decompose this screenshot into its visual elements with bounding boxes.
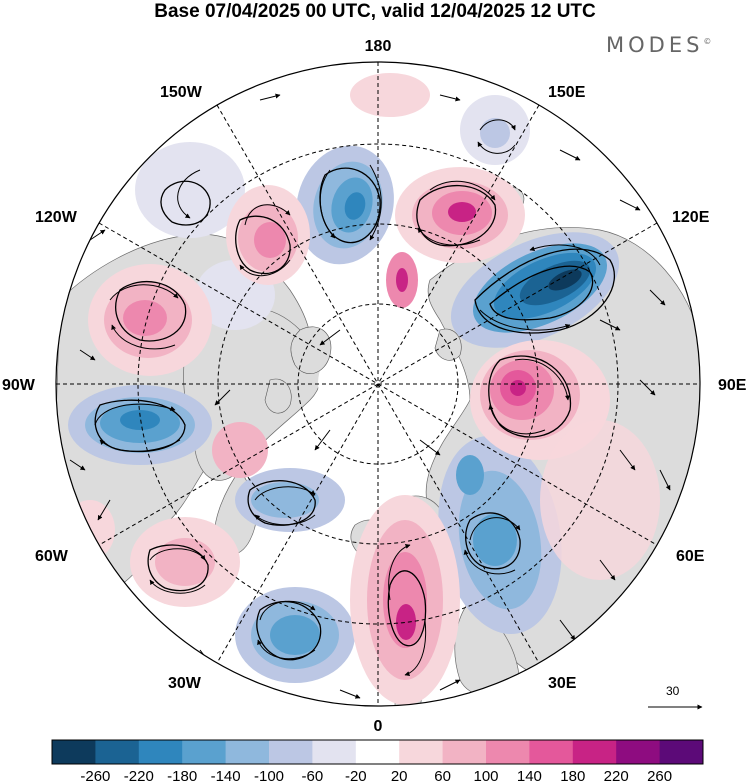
colorbar-tick-label: -140 bbox=[211, 768, 241, 783]
logo-mark: © bbox=[703, 37, 712, 46]
lon-label-120w: 120W bbox=[35, 209, 78, 226]
colorbar-tick-label: -180 bbox=[167, 768, 197, 783]
colorbar-swatch bbox=[225, 740, 270, 764]
positive-anomaly-atlantic-west-core bbox=[155, 538, 215, 586]
colorbar-tick-label: 220 bbox=[604, 768, 629, 783]
colorbar-swatch bbox=[442, 740, 487, 764]
lon-label-120e: 120E bbox=[672, 209, 710, 226]
colorbar-tick-label: 260 bbox=[647, 768, 672, 783]
colorbar-tick-label: 180 bbox=[560, 768, 585, 783]
colorbar-swatch bbox=[529, 740, 574, 764]
colorbar-labels: -260 -220 -180 -140 -100 -60 -20 20 60 100 140 180 2… bbox=[80, 768, 672, 783]
negative-anomaly-greenland bbox=[235, 468, 345, 532]
colorbar-tick-label: 20 bbox=[391, 768, 408, 783]
positive-anomaly-pacific-west bbox=[88, 264, 212, 376]
colorbar bbox=[52, 740, 704, 764]
positive-anomaly-far-west bbox=[65, 500, 115, 560]
colorbar-tick-label: 100 bbox=[473, 768, 498, 783]
lon-label-60e: 60E bbox=[676, 548, 705, 565]
colorbar-swatch bbox=[182, 740, 227, 764]
lon-label-30w: 30W bbox=[168, 675, 202, 692]
colorbar-tick-label: 140 bbox=[517, 768, 542, 783]
colorbar-tick-label: -20 bbox=[345, 768, 367, 783]
positive-anomaly-east bbox=[540, 420, 660, 580]
lon-label-180: 180 bbox=[365, 38, 392, 55]
colorbar-swatch bbox=[399, 740, 444, 764]
positive-anomaly-north-atlantic bbox=[350, 495, 460, 705]
colorbar-swatch bbox=[659, 740, 704, 764]
lon-label-0: 0 bbox=[374, 718, 383, 735]
negative-anomaly-canada bbox=[68, 385, 212, 465]
colorbar-swatch bbox=[572, 740, 617, 764]
logo-text: MODES bbox=[606, 33, 704, 57]
negative-anomaly-bering-core bbox=[480, 118, 510, 148]
negative-anomaly-gulf-alaska bbox=[135, 142, 245, 238]
colorbar-frame bbox=[51, 739, 704, 765]
positive-anomaly-hudson bbox=[212, 422, 268, 478]
colorbar-tick-label: -100 bbox=[254, 768, 284, 783]
colorbar-swatch bbox=[269, 740, 313, 764]
colorbar-tick-label: -260 bbox=[80, 768, 110, 783]
colorbar-swatch bbox=[355, 740, 400, 764]
positive-anomaly-north-pacific bbox=[350, 73, 430, 117]
colorbar-swatch bbox=[95, 740, 140, 764]
wind-vectors bbox=[69, 93, 671, 699]
colorbar-tick-label: 60 bbox=[434, 768, 451, 783]
map-title: Base 07/04/2025 00 UTC, valid 12/04/2025… bbox=[154, 1, 596, 22]
colorbar-swatch bbox=[138, 740, 183, 764]
colorbar-swatch bbox=[52, 740, 96, 764]
positive-anomaly-arctic-core bbox=[396, 268, 408, 292]
reference-vector-label: 30 bbox=[666, 684, 680, 698]
lon-label-90e: 90E bbox=[718, 377, 747, 394]
lon-label-30e: 30E bbox=[548, 675, 577, 692]
lon-label-150w: 150W bbox=[160, 84, 203, 101]
colorbar-swatch bbox=[616, 740, 661, 764]
positive-anomaly-aleutian bbox=[226, 185, 310, 285]
lon-label-90w: 90W bbox=[2, 377, 36, 394]
map-disc bbox=[56, 62, 700, 706]
negative-anomaly-europe bbox=[438, 435, 562, 635]
colorbar-tick-label: -60 bbox=[302, 768, 324, 783]
colorbar-swatch bbox=[486, 740, 530, 764]
graticule bbox=[56, 62, 700, 706]
colorbar-swatch bbox=[312, 740, 357, 764]
colorbar-tick-label: -220 bbox=[124, 768, 154, 783]
modes-logo: MODES© bbox=[606, 33, 711, 57]
lon-label-60w: 60W bbox=[35, 548, 69, 565]
map-border bbox=[55, 61, 701, 707]
lon-label-150e: 150E bbox=[548, 84, 586, 101]
